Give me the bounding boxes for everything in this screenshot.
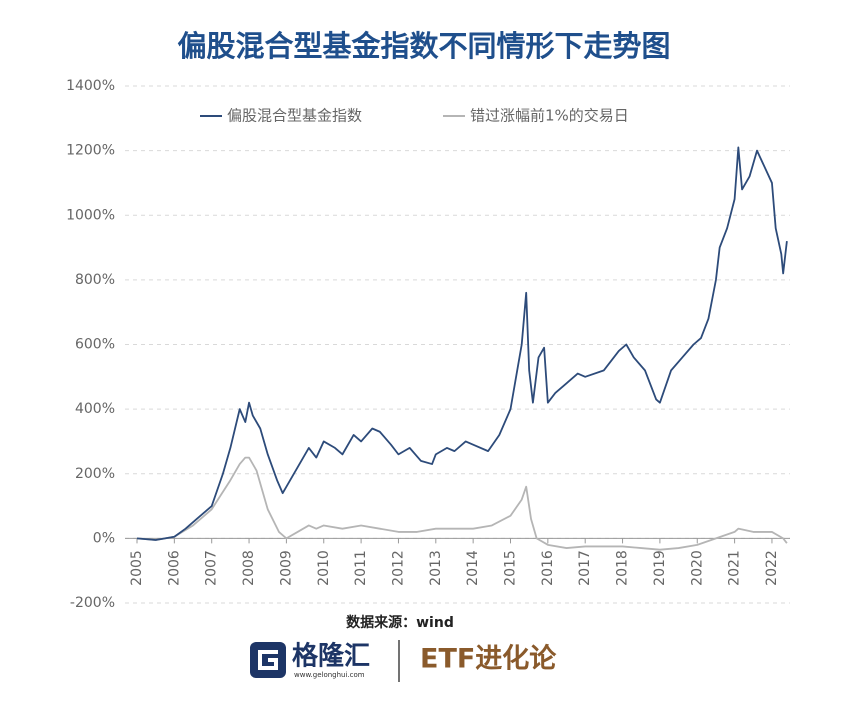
y-tick-label: 400% (75, 401, 115, 417)
source-note: 数据来源：wind (346, 614, 454, 631)
logo-icon-g (258, 650, 278, 670)
logo (250, 642, 286, 678)
y-tick-label: 0% (93, 530, 115, 546)
y-tick-label: 800% (75, 272, 115, 288)
series-line (136, 146, 788, 541)
x-tick-label: 2009 (278, 550, 294, 586)
x-tick-label: 2021 (727, 550, 743, 586)
x-tick-label: 2006 (166, 550, 182, 586)
y-tick-label: -200% (70, 595, 115, 611)
x-tick-label: 2012 (390, 550, 406, 586)
y-tick-label: 200% (75, 466, 115, 482)
x-tick-label: 2019 (652, 550, 668, 586)
x-tick-label: 2018 (615, 550, 631, 586)
legend-label: 偏股混合型基金指数 (227, 107, 362, 125)
x-tick-label: 2017 (577, 550, 593, 586)
x-tick-label: 2010 (316, 550, 332, 586)
x-tick-label: 2011 (353, 550, 369, 586)
x-tick-label: 2015 (503, 550, 519, 586)
x-tick-label: 2008 (241, 550, 257, 586)
x-tick-label: 2014 (465, 550, 481, 586)
brand: 格隆汇 (292, 641, 370, 672)
x-tick-label: 2016 (540, 550, 556, 586)
chart-title: 偏股混合型基金指数不同情形下走势图 (177, 29, 670, 63)
x-tick-label: 2005 (129, 550, 145, 586)
x-tick-label: 2022 (764, 550, 780, 586)
legend-label: 错过涨幅前1%的交易日 (470, 107, 629, 125)
x-tick-label: 2013 (428, 550, 444, 586)
x-tick-label: 2007 (204, 550, 220, 586)
column-name: ETF进化论 (420, 644, 557, 675)
y-tick-label: 1000% (66, 207, 115, 223)
brand-site: www.gelonghui.com (294, 671, 365, 679)
y-tick-label: 1200% (66, 143, 115, 159)
y-tick-label: 600% (75, 337, 115, 353)
series-line (136, 456, 788, 551)
x-tick-label: 2020 (689, 550, 705, 586)
y-tick-label: 1400% (66, 78, 115, 94)
